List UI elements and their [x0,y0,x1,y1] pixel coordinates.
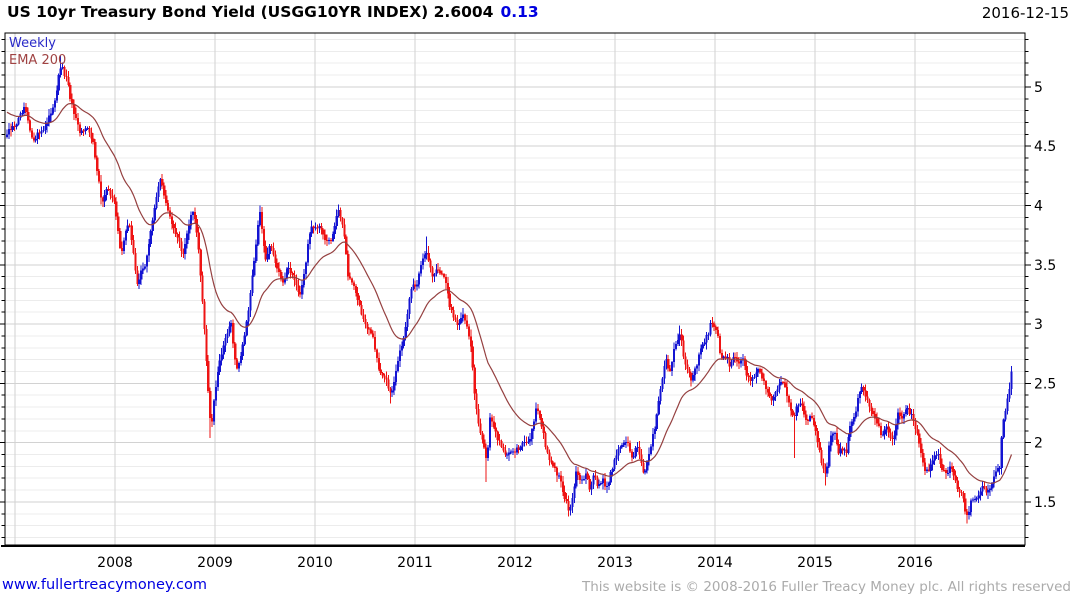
axis-labels: 5 4.5 4 3.5 3 2.5 2 1.5 2008 2009 2010 2011 2012 2013… [97,80,1056,571]
last-price: 2.6004 [433,3,494,21]
y-axis-label: 4 [1034,199,1043,215]
candlesticks [6,56,1013,524]
x-axis-label: 2009 [197,555,233,571]
x-axis-label: 2011 [397,555,433,571]
price-change: 0.13 [500,3,539,21]
chart-title: US 10yr Treasury Bond Yield (USGG10YR IN… [7,3,493,21]
x-axis-label: 2010 [297,555,333,571]
ema-legend-label: EMA 200 [9,53,67,68]
y-axis-label: 2 [1034,436,1043,452]
y-axis-label: 4.5 [1034,139,1056,155]
x-axis-label: 2015 [797,555,833,571]
frequency-label: Weekly [9,36,56,51]
y-axis-label: 3 [1034,317,1043,333]
y-axis-label: 1.5 [1034,495,1056,511]
ema-line [6,102,1013,484]
x-axis-label: 2014 [697,555,733,571]
y-axis-label: 5 [1034,80,1043,96]
x-axis-label: 2008 [97,555,133,571]
copyright-text: This website is © 2008-2016 Fuller Treac… [582,579,1071,595]
y-axis-label: 2.5 [1034,376,1056,392]
chart-plot-area[interactable] [5,33,1025,545]
y-axis-label: 3.5 [1034,258,1056,274]
site-link[interactable]: www.fullertreacymoney.com [2,577,207,593]
gridlines [5,33,1025,545]
x-axis-label: 2013 [597,555,633,571]
x-axis-label: 2016 [897,555,933,571]
instrument-name: US 10yr Treasury Bond Yield (USGG10YR IN… [7,3,429,21]
x-axis-label: 2012 [497,555,533,571]
axes [0,32,1031,547]
chart-date: 2016-12-15 [981,4,1069,22]
chart-title-bar: US 10yr Treasury Bond Yield (USGG10YR IN… [7,3,539,21]
